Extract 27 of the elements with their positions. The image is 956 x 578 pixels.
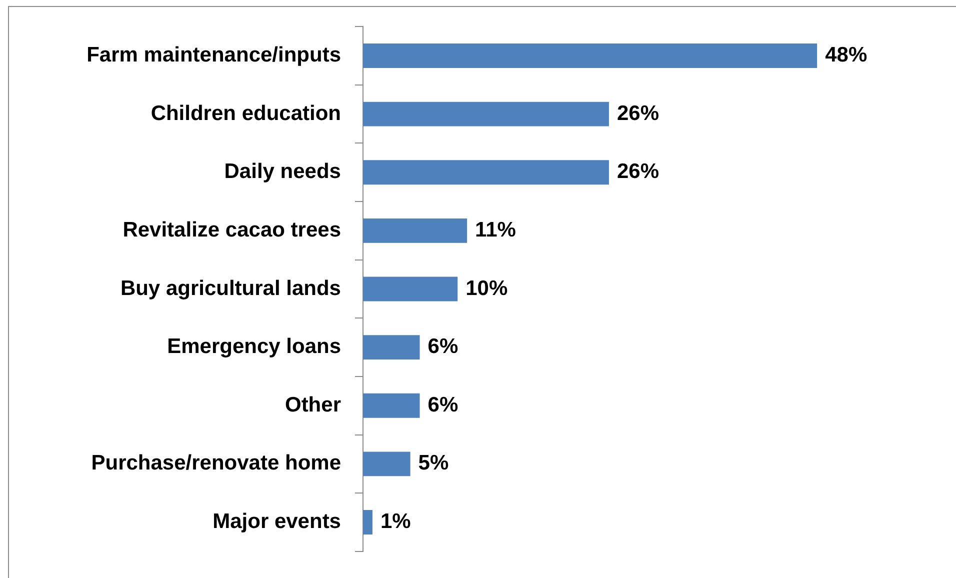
bar — [363, 276, 458, 302]
bar — [363, 335, 420, 360]
bar — [363, 44, 818, 68]
y-tick-label: Major events — [212, 510, 341, 534]
y-tick-label: Farm maintenance/inputs — [86, 44, 341, 67]
bar — [363, 510, 372, 534]
y-tick-label: Daily needs — [224, 160, 341, 184]
data-label: 48% — [825, 44, 868, 67]
bar — [363, 102, 609, 126]
y-tick-label: Revitalize cacao trees — [122, 218, 341, 242]
bar — [363, 452, 410, 476]
y-tick-label: Buy agricultural lands — [120, 276, 341, 300]
y-tick-label: Purchase/renovate home — [91, 452, 341, 475]
data-label: 6% — [428, 335, 458, 358]
data-label: 26% — [616, 160, 660, 184]
bar — [363, 218, 468, 243]
y-tick-label: Children education — [150, 102, 341, 125]
data-label: 1% — [380, 510, 412, 534]
bar — [363, 393, 420, 418]
data-label: 6% — [428, 393, 458, 416]
data-label: 5% — [418, 452, 449, 475]
bar — [363, 160, 609, 185]
data-label: 10% — [466, 276, 508, 300]
data-label: 26% — [616, 102, 660, 125]
y-tick-label: Emergency loans — [167, 335, 341, 358]
y-tick-label: Other — [284, 393, 341, 416]
data-label: 11% — [475, 218, 516, 242]
